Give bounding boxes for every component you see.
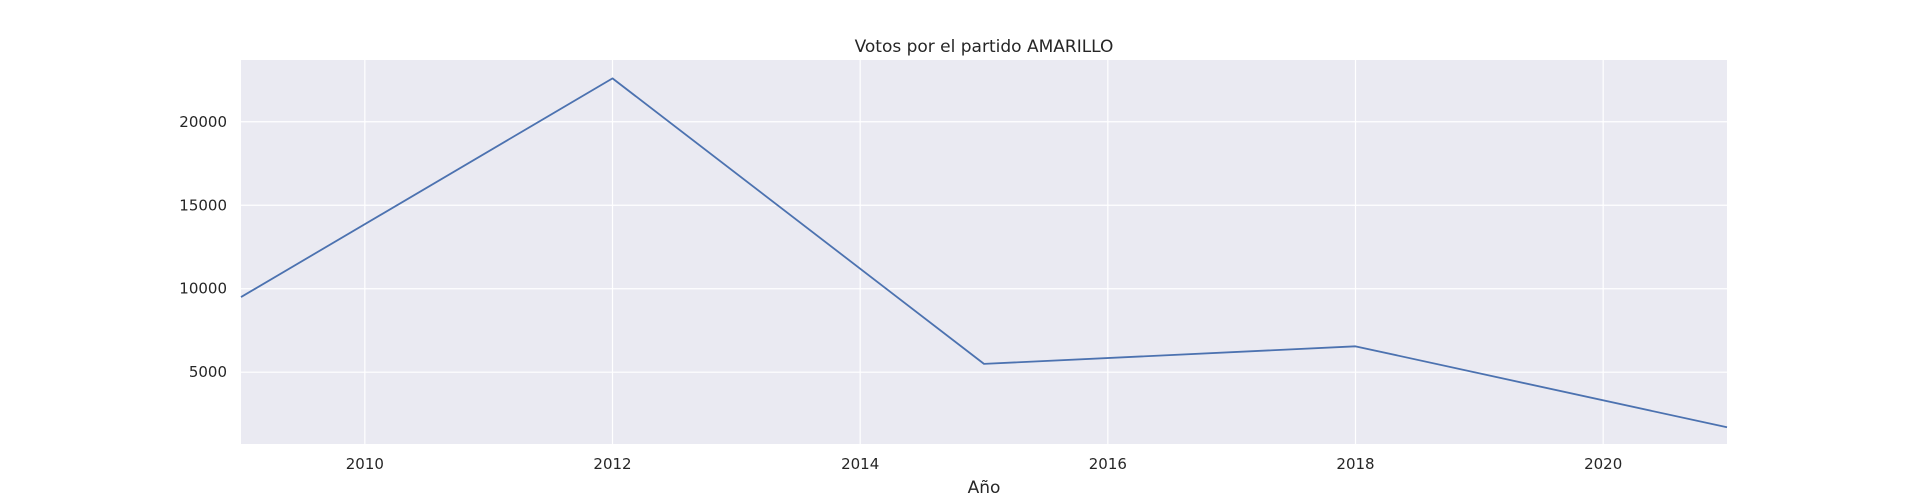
x-tick-label: 2020 — [1584, 455, 1622, 473]
x-tick-label: 2014 — [841, 455, 879, 473]
x-tick-label: 2018 — [1336, 455, 1374, 473]
x-grid-lines — [364, 60, 1604, 444]
series-line — [240, 77, 1728, 429]
series-lines — [240, 77, 1728, 429]
x-tick-label: 2016 — [1089, 455, 1127, 473]
chart-title: Votos por el partido AMARILLO — [855, 37, 1114, 57]
y-grid-lines — [241, 121, 1727, 373]
y-tick-label: 15000 — [179, 196, 227, 214]
plot-area — [241, 60, 1727, 444]
x-tick-labels: 2010 2012 2014 2016 2018 2020 — [346, 455, 1623, 473]
y-tick-labels: 5000 10000 15000 20000 — [179, 113, 227, 381]
y-tick-label: 5000 — [189, 363, 227, 381]
y-tick-label: 10000 — [179, 280, 227, 298]
y-tick-label: 20000 — [179, 113, 227, 131]
x-tick-label: 2012 — [593, 455, 631, 473]
x-tick-label: 2010 — [346, 455, 384, 473]
x-axis-label: Año — [968, 478, 1001, 498]
